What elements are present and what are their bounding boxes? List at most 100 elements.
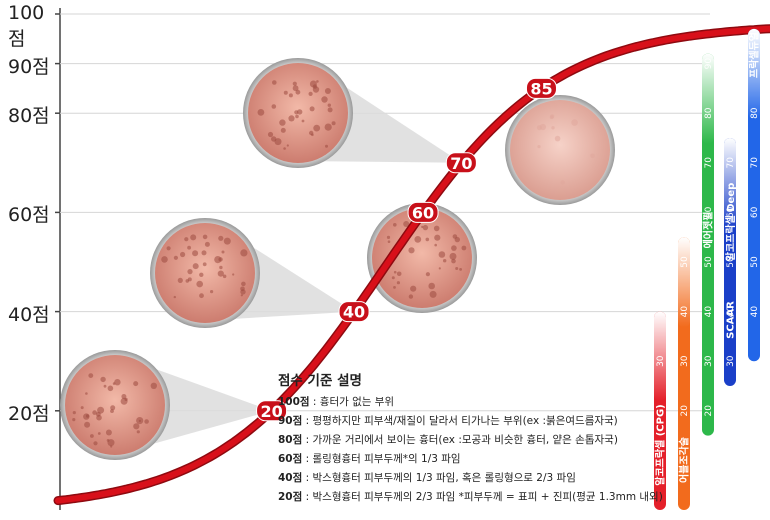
skin-pore [428, 282, 436, 290]
bar-label: SCAAR [726, 301, 737, 339]
skin-pore [202, 234, 208, 240]
skin-pore [121, 394, 127, 399]
skin-pore [103, 384, 107, 388]
score-curve [55, 25, 770, 504]
bar-tick-label: 70 [750, 157, 760, 169]
bar-tick-label: 80 [704, 107, 714, 119]
skin-pore [199, 272, 204, 277]
skin-pore [425, 272, 430, 277]
skin-pore [173, 295, 176, 299]
skin-pore [72, 411, 76, 415]
skin-pore [297, 109, 303, 115]
skin-pore [429, 290, 437, 298]
skin-closeup-image [510, 100, 610, 200]
skin-pore [321, 96, 328, 103]
skin-pore [393, 223, 397, 227]
point-marker [407, 201, 439, 223]
skin-pore [90, 434, 94, 438]
skin-pore [184, 237, 189, 242]
bar-tick-label: 50 [680, 256, 690, 268]
skin-pore [455, 267, 459, 270]
bar-tick-label: 20 [680, 405, 690, 417]
skin-pore [187, 245, 192, 250]
skin-pore [451, 258, 456, 264]
skin-pore [387, 240, 391, 243]
legend-text: : 가까운 거리에서 보이는 흉터(ex :모공과 비슷한 흉터, 얕은 손톱자… [305, 434, 618, 446]
legend-title: 점수 기준 설명 [278, 373, 362, 389]
skin-pore [554, 135, 561, 142]
legend-text: : 박스형흉터 피부두께의 1/3 파임, 혹은 롤링형으로 2/3 파임 [305, 472, 576, 484]
skin-pore [283, 90, 288, 95]
bar-fade [702, 53, 714, 144]
skin-pore [150, 382, 157, 389]
skin-pore [190, 234, 197, 241]
skin-pore [425, 237, 430, 242]
skin-pore [107, 439, 115, 447]
skin-pore [240, 289, 246, 295]
skin-pore [280, 127, 286, 133]
skin-pore [100, 376, 106, 383]
skin-pore [217, 270, 224, 277]
point-label: 85 [530, 79, 552, 98]
skin-pore [221, 250, 225, 254]
skin-pore [96, 414, 102, 421]
skin-closeup-image [65, 355, 165, 455]
skin-pore [201, 250, 207, 256]
bar-tick-label: 50 [750, 256, 760, 268]
skin-pore [422, 224, 429, 231]
y-tick-label: 40점 [8, 303, 50, 326]
skin-pore [393, 286, 396, 289]
skin-pore [271, 104, 277, 109]
skin-pore [80, 406, 84, 410]
skin-pore [550, 114, 555, 119]
legend-text: : 흉터가 없는 부위 [312, 396, 395, 408]
skin-pore [461, 245, 467, 251]
skin-pore [279, 119, 286, 126]
skin-pore [459, 268, 462, 271]
bar-label: 알코프락셀 Deep [724, 183, 737, 262]
bar-tick-label: 30 [656, 355, 666, 367]
skin-pore [590, 153, 595, 159]
skin-pore [324, 88, 331, 94]
bar-label: 알코프락셀 (CPG) [654, 404, 667, 486]
y-tick-label: 90점 [8, 55, 50, 78]
skin-pore [325, 144, 328, 148]
legend-key: 40점 [278, 472, 303, 484]
skin-pore [331, 121, 336, 126]
point-label: 60 [412, 203, 434, 222]
skin-pore [410, 285, 417, 292]
skin-pore [232, 273, 235, 276]
legend-row: 80점 : 가까운 거리에서 보이는 흉터(ex :모공과 비슷한 흉터, 얕은… [278, 431, 663, 450]
skin-pore [219, 265, 223, 270]
skin-pore [177, 277, 183, 283]
skin-pore [288, 115, 295, 122]
bar-tick-label: 60 [726, 206, 736, 218]
point-marker [338, 301, 370, 323]
skin-pore [396, 271, 402, 277]
legend-text: : 롤링형흉터 피부두께*의 1/3 파임 [305, 453, 461, 465]
skin-pore [93, 441, 98, 446]
skin-pore [204, 241, 210, 247]
skin-pore [180, 251, 186, 258]
bar-tick-label: 70 [726, 157, 736, 169]
legend-text: : 평평하지만 피부색/재질이 달라서 티가나는 부위(ex :붉은여드름자국) [305, 415, 618, 427]
bar-tick-label: 50 [726, 256, 736, 268]
y-tick-label: 60점 [8, 204, 50, 227]
skin-pore [286, 144, 289, 147]
point-marker [445, 152, 477, 174]
skin-pore [271, 136, 277, 142]
bar-tick-label: 60 [704, 206, 714, 218]
skin-pore [144, 419, 149, 424]
skin-pore [240, 294, 243, 297]
bar-tick-label: 30 [680, 355, 690, 367]
point-marker [525, 77, 557, 99]
y-tick-label: 20점 [8, 402, 50, 425]
skin-pore [434, 234, 441, 241]
y-tick-label: 100점 [8, 2, 45, 50]
skin-pore [161, 256, 168, 263]
skin-pore [327, 103, 331, 107]
legend-row: 100점 : 흉터가 없는 부위 [278, 393, 663, 412]
skin-pore [560, 180, 565, 185]
skin-pore [301, 119, 305, 123]
skin-pore [393, 270, 397, 274]
